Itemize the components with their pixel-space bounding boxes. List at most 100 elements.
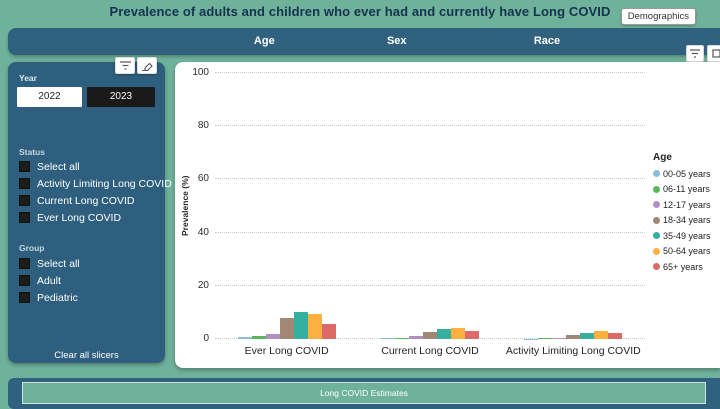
clear-all-slicers-button[interactable]: Clear all slicers <box>54 350 119 361</box>
legend-label-00-05-years: 00-05 years <box>663 168 711 179</box>
year-section-label: Year <box>19 73 37 83</box>
legend-label-12-17-years: 12-17 years <box>663 199 711 210</box>
bar-18-34-years-current-long-covid[interactable] <box>422 332 437 339</box>
bar-00-05-years-ever-long-covid[interactable] <box>237 337 252 339</box>
bar-65-years-current-long-covid[interactable] <box>464 331 479 339</box>
bar-06-11-years-current-long-covid[interactable] <box>394 337 409 339</box>
bar-18-34-years-ever-long-covid[interactable] <box>279 318 294 339</box>
status-option-activity-limiting-long-covid[interactable]: Activity Limiting Long COVID <box>19 175 172 192</box>
legend-label-18-34-years: 18-34 years <box>663 215 711 226</box>
bar-50-64-years-activity-limiting-long-covid[interactable] <box>594 331 609 339</box>
legend-item-35-49-years[interactable]: 35-49 years <box>653 228 719 244</box>
legend: Age 00-05 years 06-11 years 12-17 years 18-… <box>653 152 719 275</box>
chart-focus-mode-icon[interactable] <box>707 45 720 62</box>
group-section-label: Group <box>19 243 45 253</box>
legend-label-65-years: 65+ years <box>663 261 703 272</box>
prevalence-chart-panel: Prevalence (%) 0 20 40 60 80 100 Ever Long CO… <box>175 62 720 368</box>
tab-sex[interactable]: Sex <box>386 35 407 47</box>
ytick-20: 20 <box>197 279 209 291</box>
demographics-nav-bar: Age Sex Race <box>8 28 720 55</box>
legend-item-18-34-years[interactable]: 18-34 years <box>653 213 719 229</box>
gridline-40 <box>215 231 645 233</box>
footer-nav-bar: Long COVID Estimates <box>8 378 720 409</box>
x-axis-labels: Ever Long COVID Current Long COVID Activit… <box>215 345 645 357</box>
status-checkbox-activity-limiting-long-covid[interactable] <box>19 178 30 189</box>
legend-items: 00-05 years 06-11 years 12-17 years 18-34 y… <box>653 166 719 275</box>
bar-65-years-activity-limiting-long-covid[interactable] <box>608 333 623 339</box>
group-options: Select all Adult Pediatric <box>19 255 161 306</box>
bar-35-49-years-current-long-covid[interactable] <box>436 328 451 339</box>
bar-18-34-years-activity-limiting-long-covid[interactable] <box>566 335 581 339</box>
group-label-pediatric: Pediatric <box>37 291 78 304</box>
status-checkbox-select-all[interactable] <box>19 161 30 172</box>
bar-50-64-years-ever-long-covid[interactable] <box>307 314 322 339</box>
legend-dot-00-05-years <box>653 170 660 178</box>
year-button-2023[interactable]: 2023 <box>87 87 155 107</box>
x-label-current-long-covid: Current Long COVID <box>381 345 479 357</box>
legend-label-35-49-years: 35-49 years <box>663 230 711 241</box>
legend-item-00-05-years[interactable]: 00-05 years <box>653 166 719 182</box>
legend-dot-35-49-years <box>653 232 660 240</box>
group-label-select-all: Select all <box>37 257 80 270</box>
bar-12-17-years-ever-long-covid[interactable] <box>265 333 280 339</box>
bar-50-64-years-current-long-covid[interactable] <box>450 327 465 339</box>
slicer-filter-icon[interactable] <box>115 57 135 74</box>
page-title: Prevalence of adults and children who ev… <box>109 4 611 19</box>
legend-label-50-64-years: 50-64 years <box>663 246 711 257</box>
bar-06-11-years-ever-long-covid[interactable] <box>251 336 266 339</box>
group-option-adult[interactable]: Adult <box>19 272 161 289</box>
status-section-label: Status <box>19 147 45 157</box>
legend-item-50-64-years[interactable]: 50-64 years <box>653 244 719 260</box>
tab-race[interactable]: Race <box>533 35 561 47</box>
group-label-adult: Adult <box>37 274 61 287</box>
group-checkbox-adult[interactable] <box>19 275 30 286</box>
bar-35-49-years-activity-limiting-long-covid[interactable] <box>580 332 595 339</box>
x-label-ever-long-covid: Ever Long COVID <box>244 345 329 357</box>
ytick-40: 40 <box>197 226 209 238</box>
legend-item-06-11-years[interactable]: 06-11 years <box>653 182 719 198</box>
legend-dot-50-64-years <box>653 247 660 255</box>
status-option-current-long-covid[interactable]: Current Long COVID <box>19 192 161 209</box>
status-label-select-all: Select all <box>37 160 80 173</box>
status-checkbox-current-long-covid[interactable] <box>19 195 30 206</box>
ytick-80: 80 <box>197 120 209 132</box>
legend-item-65-years[interactable]: 65+ years <box>653 259 719 275</box>
legend-item-12-17-years[interactable]: 12-17 years <box>653 197 719 213</box>
legend-label-06-11-years: 06-11 years <box>663 184 710 195</box>
bar-groups <box>215 73 645 339</box>
bar-00-05-years-current-long-covid[interactable] <box>380 338 395 339</box>
bar-65-years-ever-long-covid[interactable] <box>321 323 336 339</box>
chart-filter-icon[interactable] <box>686 45 704 62</box>
bar-12-17-years-current-long-covid[interactable] <box>408 336 423 339</box>
legend-dot-12-17-years <box>653 201 660 209</box>
plot-area <box>215 72 645 339</box>
bar-35-49-years-ever-long-covid[interactable] <box>293 312 308 339</box>
ytick-100: 100 <box>192 67 209 78</box>
status-option-ever-long-covid[interactable]: Ever Long COVID <box>19 209 161 226</box>
year-button-2022[interactable]: 2022 <box>17 87 82 107</box>
legend-dot-65-years <box>653 263 660 271</box>
eraser-icon[interactable] <box>137 57 157 74</box>
group-checkbox-pediatric[interactable] <box>19 292 30 303</box>
x-label-activity-limiting-long-covid: Activity Limiting Long COVID <box>505 345 641 357</box>
bar-06-11-years-activity-limiting-long-covid[interactable] <box>538 338 553 339</box>
status-checkbox-ever-long-covid[interactable] <box>19 212 30 223</box>
group-option-pediatric[interactable]: Pediatric <box>19 289 161 306</box>
status-label-activity-limiting-long-covid: Activity Limiting Long COVID <box>37 177 172 190</box>
status-option-select-all[interactable]: Select all <box>19 158 161 175</box>
gridline-20 <box>215 284 645 286</box>
gridline-80 <box>215 125 645 127</box>
group-checkbox-select-all[interactable] <box>19 258 30 269</box>
filters-sidebar: Year 2022 2023 Status Select all Activity … <box>8 57 172 363</box>
tab-age[interactable]: Age <box>253 35 275 47</box>
gridline-60 <box>215 178 645 180</box>
status-label-current-long-covid: Current Long COVID <box>37 194 135 207</box>
group-option-select-all[interactable]: Select all <box>19 255 161 272</box>
bar-group-current-long-covid <box>358 73 501 339</box>
long-covid-estimates-button[interactable]: Long COVID Estimates <box>22 382 706 404</box>
demographics-tooltip: Demographics <box>620 8 696 25</box>
bar-12-17-years-activity-limiting-long-covid[interactable] <box>552 337 567 339</box>
status-options: Select all Activity Limiting Long COVID Cu… <box>19 158 172 226</box>
legend-dot-18-34-years <box>653 216 660 224</box>
